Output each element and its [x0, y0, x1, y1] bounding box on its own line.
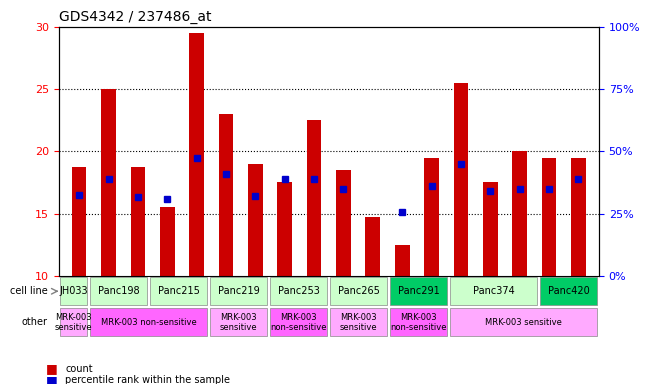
FancyBboxPatch shape	[270, 277, 327, 305]
Bar	[189, 33, 204, 276]
Text: Panc253: Panc253	[278, 286, 320, 296]
Bar	[131, 167, 145, 276]
Text: Panc198: Panc198	[98, 286, 139, 296]
Text: GDS4342 / 237486_at: GDS4342 / 237486_at	[59, 10, 211, 25]
Bar	[277, 182, 292, 276]
Text: Panc291: Panc291	[398, 286, 439, 296]
Bar	[512, 151, 527, 276]
FancyBboxPatch shape	[270, 308, 327, 336]
Text: ■: ■	[46, 362, 57, 375]
Text: MRK-003
non-sensitive: MRK-003 non-sensitive	[391, 313, 447, 332]
Bar	[160, 207, 174, 276]
Bar	[483, 182, 497, 276]
FancyBboxPatch shape	[540, 277, 598, 305]
Text: JH033: JH033	[59, 286, 88, 296]
Bar	[424, 157, 439, 276]
FancyBboxPatch shape	[90, 277, 147, 305]
Text: Panc374: Panc374	[473, 286, 515, 296]
Bar	[248, 164, 263, 276]
Text: MRK-003
sensitive: MRK-003 sensitive	[220, 313, 258, 332]
Bar	[571, 157, 586, 276]
Text: MRK-003 sensitive: MRK-003 sensitive	[486, 318, 562, 327]
FancyBboxPatch shape	[60, 308, 87, 336]
FancyBboxPatch shape	[330, 308, 387, 336]
FancyBboxPatch shape	[450, 308, 598, 336]
FancyBboxPatch shape	[450, 277, 537, 305]
Bar	[219, 114, 233, 276]
FancyBboxPatch shape	[210, 308, 267, 336]
Text: Panc420: Panc420	[548, 286, 590, 296]
Text: ■: ■	[46, 374, 57, 384]
Bar	[307, 120, 322, 276]
Bar	[395, 245, 409, 276]
Text: MRK-003 non-sensitive: MRK-003 non-sensitive	[101, 318, 197, 327]
Text: Panc219: Panc219	[218, 286, 260, 296]
Text: cell line: cell line	[10, 286, 48, 296]
FancyBboxPatch shape	[60, 277, 87, 305]
Text: Panc215: Panc215	[158, 286, 200, 296]
FancyBboxPatch shape	[90, 308, 207, 336]
Bar	[336, 170, 351, 276]
FancyBboxPatch shape	[210, 277, 267, 305]
Bar	[365, 217, 380, 276]
FancyBboxPatch shape	[150, 277, 207, 305]
Text: MRK-003
sensitive: MRK-003 sensitive	[340, 313, 378, 332]
Text: MRK-003
non-sensitive: MRK-003 non-sensitive	[270, 313, 327, 332]
Text: Panc265: Panc265	[338, 286, 380, 296]
Text: percentile rank within the sample: percentile rank within the sample	[65, 375, 230, 384]
FancyBboxPatch shape	[330, 277, 387, 305]
Bar	[454, 83, 468, 276]
Bar	[542, 157, 557, 276]
FancyBboxPatch shape	[391, 277, 447, 305]
Text: other: other	[21, 317, 48, 328]
Text: count: count	[65, 364, 92, 374]
Bar	[72, 167, 87, 276]
FancyBboxPatch shape	[391, 308, 447, 336]
Text: MRK-003
sensitive: MRK-003 sensitive	[55, 313, 92, 332]
Bar	[101, 89, 116, 276]
